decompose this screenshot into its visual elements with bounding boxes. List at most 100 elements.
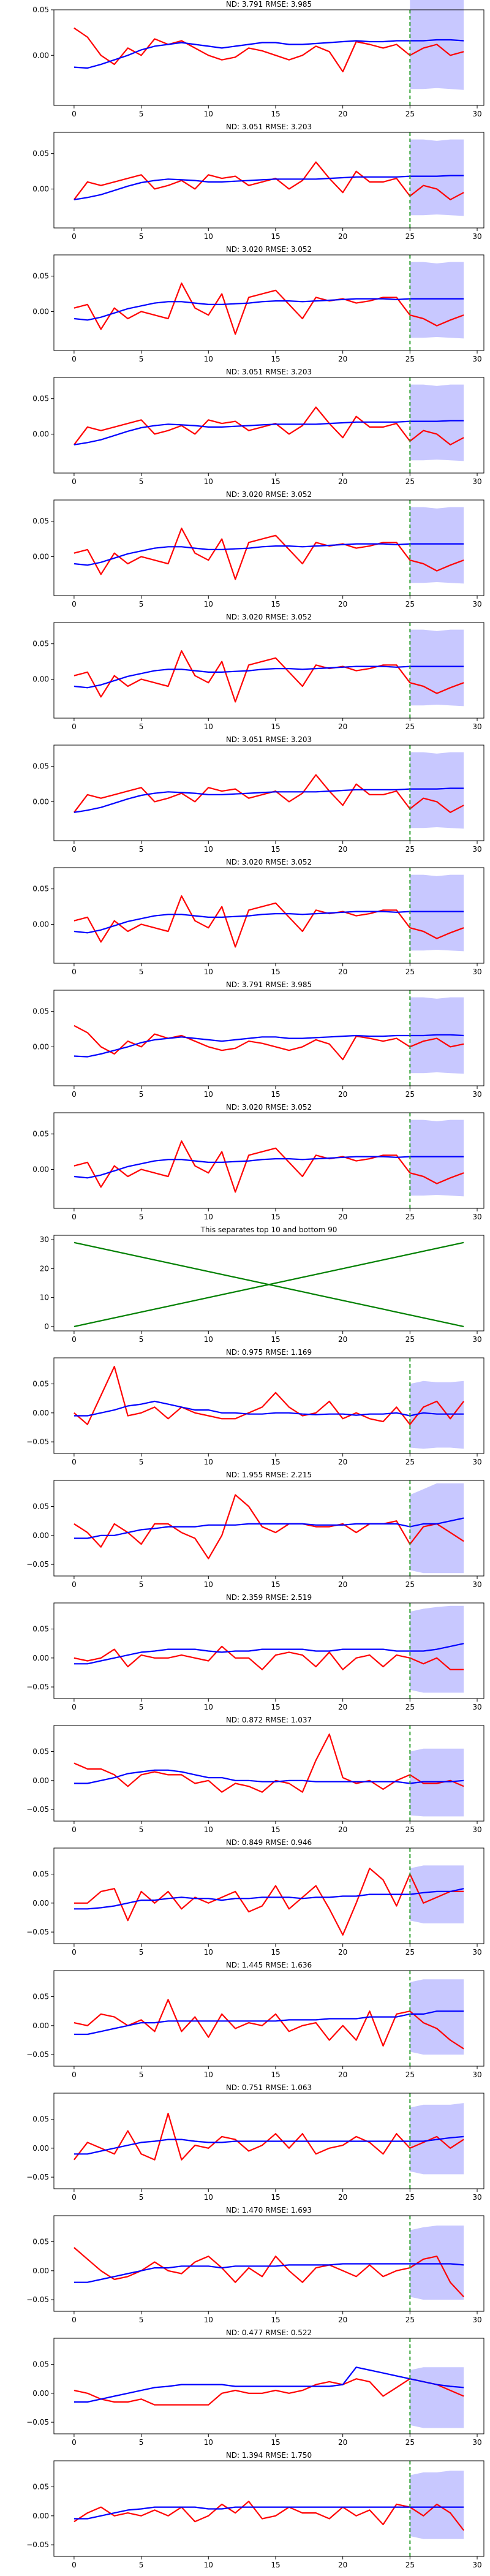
chart-title: ND: 3.020 RMSE: 3.052	[226, 613, 312, 621]
x-tick-label: 30	[472, 2193, 481, 2202]
x-tick-label: 20	[338, 1703, 347, 1711]
y-tick-label: 0.05	[32, 762, 49, 771]
x-tick-label: 5	[139, 2438, 144, 2447]
x-tick-label: 30	[472, 2438, 481, 2447]
prediction-interval	[410, 262, 464, 339]
separator-line	[74, 1241, 464, 1327]
x-tick-label: 15	[271, 1948, 280, 1957]
x-tick-label: 15	[271, 2438, 280, 2447]
chart-panel: ND: 3.051 RMSE: 3.203 0 5 10 15 20 25 30 0.00 0.0…	[0, 735, 490, 858]
x-tick-label: 5	[139, 845, 144, 854]
prediction-series-line	[74, 175, 464, 200]
x-tick-label: 20	[338, 2070, 347, 2079]
x-tick-label: 5	[139, 968, 144, 976]
x-tick-label: 10	[204, 1948, 213, 1957]
x-tick-label: 10	[204, 1825, 213, 1834]
y-tick-label: 0.00	[32, 1165, 49, 1173]
plot-frame	[53, 1235, 484, 1332]
x-tick-label: 30	[472, 2561, 481, 2569]
chart-svg: ND: 3.020 RMSE: 3.052 0 5 10 15 20 25 30 0.00 0.0…	[32, 245, 484, 363]
x-tick-label: 5	[139, 2561, 144, 2569]
x-tick-label: 20	[338, 477, 347, 486]
y-tick-label: 10	[40, 1294, 49, 1302]
chart-title: ND: 3.051 RMSE: 3.203	[226, 735, 312, 744]
chart-title: ND: 3.051 RMSE: 3.203	[226, 123, 312, 131]
x-tick-label: 20	[338, 2561, 347, 2569]
actual-series-line	[74, 2378, 464, 2406]
y-tick-label: 0.00	[32, 2021, 49, 2030]
chart-title: ND: 1.470 RMSE: 1.693	[226, 2206, 312, 2214]
x-tick-label: 0	[72, 1703, 77, 1711]
x-tick-label: 0	[72, 1335, 77, 1344]
y-tick-label: 0.00	[32, 920, 49, 928]
y-tick-label: 0.05	[32, 1870, 49, 1879]
y-tick-label: 0.00	[32, 2512, 49, 2520]
prediction-series-line	[74, 420, 464, 445]
prediction-interval	[410, 1483, 464, 1574]
x-tick-label: 10	[204, 968, 213, 976]
x-tick-label: 30	[472, 2316, 481, 2324]
x-tick-label: 5	[139, 232, 144, 241]
chart-title: ND: 0.849 RMSE: 0.946	[226, 1838, 312, 1847]
y-tick-label: 0.05	[32, 6, 49, 14]
chart-panel: ND: 2.359 RMSE: 2.519 0 5 10 15 20 25 30 −0.05 0.…	[0, 1593, 490, 1716]
prediction-interval	[410, 384, 464, 461]
prediction-series-line	[74, 2135, 464, 2155]
chart-panel: ND: 0.975 RMSE: 1.169 0 5 10 15 20 25 30 −0.05 0.…	[0, 1348, 490, 1471]
x-tick-label: 0	[72, 232, 77, 241]
x-tick-label: 0	[72, 968, 77, 976]
chart-panel: ND: 0.849 RMSE: 0.946 0 5 10 15 20 25 30 −0.05 0.…	[0, 1838, 490, 1961]
chart-title: ND: 3.020 RMSE: 3.052	[226, 1103, 312, 1112]
chart-panel: ND: 3.791 RMSE: 3.985 0 5 10 15 20 25 30 0.00 0.0…	[0, 0, 490, 123]
x-tick-label: 10	[204, 1213, 213, 1221]
x-tick-label: 5	[139, 2070, 144, 2079]
y-tick-label: 0.05	[32, 2483, 49, 2491]
x-tick-label: 15	[271, 355, 280, 363]
prediction-interval	[410, 2367, 464, 2428]
prediction-series-line	[74, 911, 464, 934]
plot-frame	[53, 1112, 484, 1209]
x-tick-label: 25	[405, 2316, 415, 2324]
x-tick-label: 5	[139, 2193, 144, 2202]
y-tick-label: 0.00	[32, 184, 49, 193]
x-tick-label: 25	[405, 1090, 415, 1099]
x-tick-label: 5	[139, 1335, 144, 1344]
actual-series-line	[74, 895, 464, 948]
x-tick-label: 30	[472, 232, 481, 241]
chart-svg: ND: 0.872 RMSE: 1.037 0 5 10 15 20 25 30 −0.05 0.…	[26, 1716, 484, 1834]
x-tick-label: 5	[139, 1458, 144, 1466]
chart-svg: ND: 0.849 RMSE: 0.946 0 5 10 15 20 25 30 −0.05 0.…	[26, 1838, 484, 1957]
y-tick-label: −0.05	[26, 2173, 49, 2181]
x-tick-label: 15	[271, 1458, 280, 1466]
x-tick-label: 30	[472, 355, 481, 363]
x-tick-label: 25	[405, 232, 415, 241]
chart-panel: ND: 0.872 RMSE: 1.037 0 5 10 15 20 25 30 −0.05 0.…	[0, 1716, 490, 1838]
x-tick-label: 20	[338, 600, 347, 608]
x-tick-label: 5	[139, 1825, 144, 1834]
x-tick-label: 25	[405, 2438, 415, 2447]
x-tick-label: 10	[204, 1458, 213, 1466]
x-tick-label: 30	[472, 477, 481, 486]
x-tick-label: 0	[72, 1580, 77, 1589]
y-tick-label: −0.05	[26, 1683, 49, 1691]
prediction-series-line	[74, 298, 464, 321]
chart-svg: ND: 0.477 RMSE: 0.522 0 5 10 15 20 25 30 −0.05 0.…	[26, 2328, 484, 2447]
prediction-interval	[410, 139, 464, 216]
prediction-series-line	[74, 665, 464, 689]
chart-svg: ND: 0.975 RMSE: 1.169 0 5 10 15 20 25 30 −0.05 0.…	[26, 1348, 484, 1466]
x-tick-label: 10	[204, 845, 213, 854]
actual-series-line	[74, 1025, 464, 1061]
prediction-interval	[410, 752, 464, 829]
y-tick-label: 0.05	[32, 1380, 49, 1388]
y-tick-label: −0.05	[26, 2050, 49, 2059]
y-tick-label: −0.05	[26, 1928, 49, 1936]
y-tick-label: 0.05	[32, 1007, 49, 1016]
plot-frame	[53, 744, 484, 841]
x-tick-label: 5	[139, 722, 144, 731]
chart-svg: ND: 1.955 RMSE: 2.215 0 5 10 15 20 25 30 −0.05 0.…	[26, 1471, 484, 1589]
x-tick-label: 15	[271, 232, 280, 241]
prediction-interval	[410, 1381, 464, 1449]
x-tick-label: 20	[338, 232, 347, 241]
x-tick-label: 0	[72, 2070, 77, 2079]
y-tick-label: −0.05	[26, 1560, 49, 1569]
